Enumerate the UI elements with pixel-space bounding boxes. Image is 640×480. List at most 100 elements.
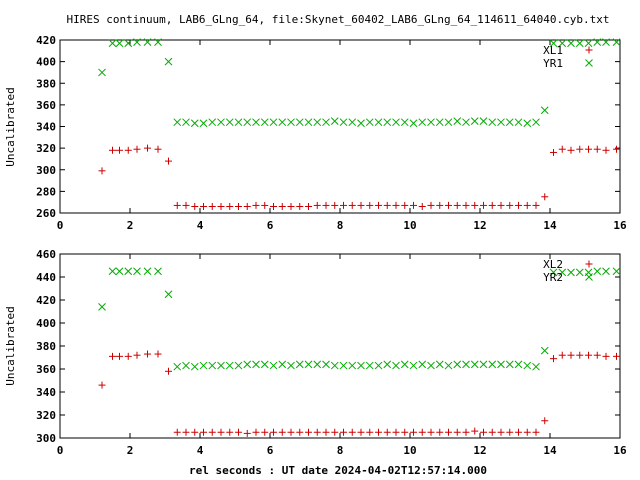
data-point-yr2 <box>133 267 141 276</box>
data-point-xl2 <box>235 428 242 436</box>
data-point-xl1 <box>602 146 610 154</box>
bottom-plot-frame <box>59 253 621 439</box>
data-point-xl1 <box>613 145 620 153</box>
data-point-xl1 <box>348 201 356 209</box>
data-point-xl2 <box>401 428 409 436</box>
data-point-yr1 <box>304 118 313 127</box>
data-point-yr1 <box>199 119 208 128</box>
data-point-yr2 <box>462 360 470 369</box>
top-panel: 0 2 4 6 8 10 12 14 16 260 280 300 320 340 360 380 400 420… <box>36 34 627 232</box>
data-point-xl1 <box>436 201 444 209</box>
data-point-yr2 <box>365 361 374 370</box>
data-point-xl1 <box>165 157 172 165</box>
data-point-yr2 <box>409 361 418 370</box>
data-point-xl2 <box>532 428 540 436</box>
data-point-xl2 <box>116 352 123 360</box>
data-point-xl1 <box>261 201 269 209</box>
data-point-yr2 <box>154 267 162 276</box>
data-point-xl2 <box>480 428 487 436</box>
bottom-legend-label: XL2 <box>543 258 563 271</box>
top-plot-frame <box>59 39 621 214</box>
bottom-legend-marker <box>585 260 593 268</box>
data-point-xl1 <box>453 201 461 209</box>
data-point-yr1 <box>339 118 348 127</box>
bottom-legend-marker <box>585 273 593 281</box>
data-point-yr2 <box>348 361 357 370</box>
data-point-xl2 <box>375 428 382 436</box>
data-point-yr2 <box>612 267 621 276</box>
bottom-y-axis-label: Uncalibrated <box>4 306 17 385</box>
data-point-xl1 <box>217 203 225 211</box>
top-legend-marker <box>585 59 593 67</box>
data-point-xl1 <box>331 201 339 209</box>
data-point-yr2 <box>602 267 610 276</box>
data-point-yr1 <box>252 118 260 127</box>
data-point-yr2 <box>357 361 365 370</box>
data-point-yr1 <box>217 118 225 127</box>
top-y-tick-label: 340 <box>36 121 56 134</box>
data-point-xl1 <box>278 203 286 211</box>
data-point-yr2 <box>217 361 225 370</box>
data-point-xl1 <box>124 146 132 154</box>
data-point-yr1 <box>173 118 182 127</box>
data-point-xl2 <box>124 352 132 360</box>
data-point-yr2 <box>488 360 497 369</box>
data-point-yr1 <box>190 119 199 128</box>
data-point-xl1 <box>567 146 575 154</box>
data-point-yr2 <box>234 361 243 370</box>
data-point-yr1 <box>505 118 514 127</box>
data-point-yr2 <box>199 361 208 370</box>
data-point-yr1 <box>182 118 190 127</box>
data-point-xl2 <box>154 350 162 358</box>
data-point-yr2 <box>304 360 313 369</box>
data-point-xl1 <box>418 203 426 211</box>
top-y-tick-label: 380 <box>36 77 56 90</box>
data-point-xl2 <box>593 351 601 359</box>
data-point-xl2 <box>392 428 400 436</box>
data-point-xl2 <box>305 428 312 436</box>
bottom-y-tick-label: 440 <box>36 271 56 284</box>
data-point-yr1 <box>409 119 418 128</box>
data-point-yr1 <box>602 38 610 47</box>
data-point-xl1 <box>182 201 190 209</box>
data-point-xl2 <box>488 428 496 436</box>
data-point-yr2 <box>260 360 269 369</box>
data-point-xl2 <box>98 381 106 389</box>
data-point-yr1 <box>115 39 124 48</box>
data-point-xl2 <box>497 428 505 436</box>
data-point-yr2 <box>470 360 479 369</box>
data-point-yr2 <box>593 267 602 276</box>
data-point-xl2 <box>173 428 181 436</box>
top-y-tick-label: 280 <box>36 185 56 198</box>
data-point-yr2 <box>269 361 278 370</box>
data-point-yr1 <box>133 38 141 47</box>
data-point-yr1 <box>374 118 383 127</box>
data-point-xl2 <box>165 367 172 375</box>
data-point-xl2 <box>410 428 417 436</box>
data-point-yr2 <box>444 361 453 370</box>
data-point-yr2 <box>295 360 304 369</box>
data-point-yr1 <box>98 68 106 77</box>
top-y-tick-label: 320 <box>36 142 56 155</box>
data-point-yr2 <box>124 267 133 276</box>
data-point-yr1 <box>549 39 558 48</box>
data-point-xl1 <box>154 145 162 153</box>
data-point-yr2 <box>549 268 558 277</box>
data-point-xl1 <box>471 201 479 209</box>
data-point-yr2 <box>505 360 514 369</box>
data-point-xl1 <box>462 201 470 209</box>
data-point-yr1 <box>330 117 339 125</box>
data-point-xl2 <box>602 352 610 360</box>
data-point-xl2 <box>144 350 151 358</box>
data-point-yr1 <box>278 118 287 127</box>
data-point-xl2 <box>182 428 190 436</box>
data-point-xl2 <box>550 355 557 363</box>
x-axis-label: rel seconds : UT date 2024-04-02T12:57:1… <box>189 464 487 477</box>
top-y-tick-label: 420 <box>36 34 56 47</box>
data-point-yr1 <box>418 118 427 127</box>
data-point-yr1 <box>584 39 593 48</box>
bottom-y-tick-label: 360 <box>36 363 56 376</box>
data-point-yr1 <box>575 39 584 48</box>
data-point-xl2 <box>523 428 531 436</box>
bottom-y-tick-label: 420 <box>36 294 56 307</box>
